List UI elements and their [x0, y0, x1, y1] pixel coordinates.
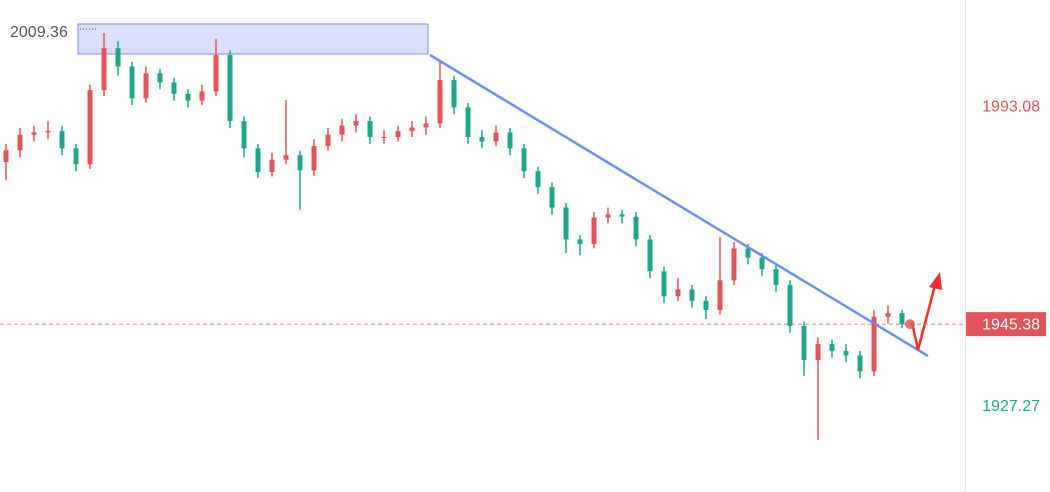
candle-body [745, 248, 751, 258]
candle-body [577, 239, 583, 244]
candle-body [101, 48, 107, 91]
candle-body [59, 131, 65, 149]
candle-body [367, 121, 373, 137]
candle-body [829, 344, 835, 351]
candle-body [87, 90, 93, 165]
candle-body [675, 289, 681, 297]
last-price-box [966, 312, 1046, 337]
candle-body [773, 268, 779, 285]
candle-body [815, 344, 821, 361]
candle-body [493, 132, 499, 142]
arrow-path [910, 284, 937, 351]
candle-body [647, 239, 653, 272]
candle-body [661, 271, 667, 297]
candle-body [535, 171, 541, 188]
candle-body [843, 350, 849, 356]
candle-body [871, 316, 877, 372]
candle-body [703, 300, 709, 310]
candle-body [3, 150, 9, 163]
candle-body [591, 217, 597, 244]
candle-body [731, 248, 737, 281]
candle-body [885, 313, 891, 317]
y-tick-label: 1993.08 [982, 98, 1040, 115]
candle-body [115, 48, 121, 67]
candle-body [549, 187, 555, 208]
candle-body [521, 148, 527, 172]
candle-body [73, 148, 79, 165]
candle-body [717, 280, 723, 310]
candle-body [157, 73, 163, 83]
candle-body [381, 136, 387, 138]
candle-body [17, 134, 23, 151]
candle-body [689, 289, 695, 301]
y-tick-label: 1927.27 [982, 398, 1040, 415]
forecast-arrow [910, 272, 942, 351]
candle-body [507, 132, 513, 149]
candle-body [255, 148, 261, 173]
candle-body [759, 257, 765, 269]
candle-body [297, 155, 303, 171]
candle-body [325, 134, 331, 147]
candle-body [451, 80, 457, 108]
candle-body [171, 82, 177, 94]
last-price-label: 1945.38 [982, 316, 1040, 333]
candle-body [423, 123, 429, 128]
candle-body [45, 131, 51, 133]
plot-area [3, 32, 905, 441]
candle-body [899, 313, 905, 325]
candle-body [311, 146, 317, 171]
candle-body [857, 355, 863, 372]
candle-body [801, 325, 807, 361]
candle-body [339, 125, 345, 135]
candle-body [633, 216, 639, 240]
candle-body [353, 121, 359, 126]
candle-body [409, 127, 415, 132]
candle-body [199, 91, 205, 101]
candle-body [437, 80, 443, 124]
candle-body [619, 214, 625, 217]
candle-body [395, 131, 401, 137]
candle-body [479, 136, 485, 142]
candle-body [129, 66, 135, 99]
candle-body [31, 132, 37, 135]
last-price-dot [905, 319, 915, 330]
candle-body [241, 121, 247, 149]
candle-body [283, 155, 289, 160]
candle-body [185, 93, 191, 101]
candle-body [213, 55, 219, 92]
resistance-zone [77, 23, 429, 55]
candle-body [465, 107, 471, 137]
trend-line [429, 53, 929, 358]
candle-body [269, 159, 275, 173]
candle-body [143, 73, 149, 99]
candle-body [605, 214, 611, 218]
high-label: 2009.36 [10, 24, 68, 41]
arrow-head [929, 272, 942, 290]
candle-body [787, 284, 793, 326]
candle-body [227, 55, 233, 122]
candle-body [563, 207, 569, 240]
